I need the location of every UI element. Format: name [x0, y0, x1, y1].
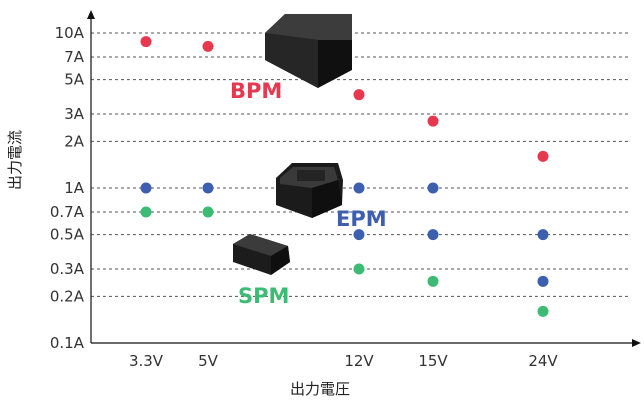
y-tick-label: 3A [64, 105, 85, 123]
bpm-data-point [140, 36, 152, 48]
y-tick-label: 0.5A [50, 226, 85, 244]
y-tick-label: 0.2A [50, 287, 85, 305]
bpm-data-point [202, 40, 214, 52]
y-tick-label: 1A [64, 179, 85, 197]
y-tick-label: 2A [64, 132, 85, 150]
epm-series-label: EPM [336, 207, 387, 231]
x-tick-label: 24V [528, 352, 558, 370]
y-tick-label: 0.1A [50, 334, 85, 352]
spm-data-point [427, 275, 439, 287]
x-axis-arrow-icon [632, 339, 641, 347]
y-tick-label: 5A [64, 71, 85, 89]
x-tick-label: 3.3V [129, 352, 164, 370]
epm-module-image [276, 163, 343, 218]
spm-data-point [202, 206, 214, 218]
bpm-series-label: BPM [230, 79, 282, 103]
axes [87, 10, 641, 347]
bpm-data-point [427, 115, 439, 127]
epm-data-point [202, 182, 214, 194]
data-points [140, 36, 549, 317]
y-axis-arrow-icon [87, 10, 95, 19]
y-tick-label: 0.7A [50, 203, 85, 221]
epm-data-point [353, 229, 365, 241]
bpm-module-image [265, 14, 352, 88]
epm-data-point [140, 182, 152, 194]
epm-data-point [353, 182, 365, 194]
epm-data-point [537, 229, 549, 241]
y-tick-labels: 10A 7A 5A 3A 2A 1A 0.7A 0.5A 0.3A 0.2A 0.1A [50, 24, 85, 352]
spm-series-label: SPM [238, 284, 289, 308]
spm-module-image [233, 234, 290, 275]
x-axis-title: 出力電圧 [290, 380, 350, 398]
x-tick-label: 5V [198, 352, 219, 370]
spm-data-point [140, 206, 152, 218]
grid-lines [91, 32, 630, 297]
y-axis-title: 出力電流 [6, 130, 24, 190]
y-tick-label: 7A [64, 48, 85, 66]
x-tick-labels: 3.3V 5V 12V 15V 24V [129, 352, 558, 370]
spm-data-point [537, 305, 549, 317]
epm-data-point [427, 229, 439, 241]
y-tick-label: 0.3A [50, 260, 85, 278]
x-tick-label: 15V [418, 352, 448, 370]
y-tick-label: 10A [55, 24, 85, 42]
spm-data-point [353, 263, 365, 275]
bpm-data-point [537, 150, 549, 162]
epm-data-point [537, 275, 549, 287]
epm-data-point [427, 182, 439, 194]
bpm-data-point [353, 89, 365, 101]
x-tick-label: 12V [344, 352, 374, 370]
